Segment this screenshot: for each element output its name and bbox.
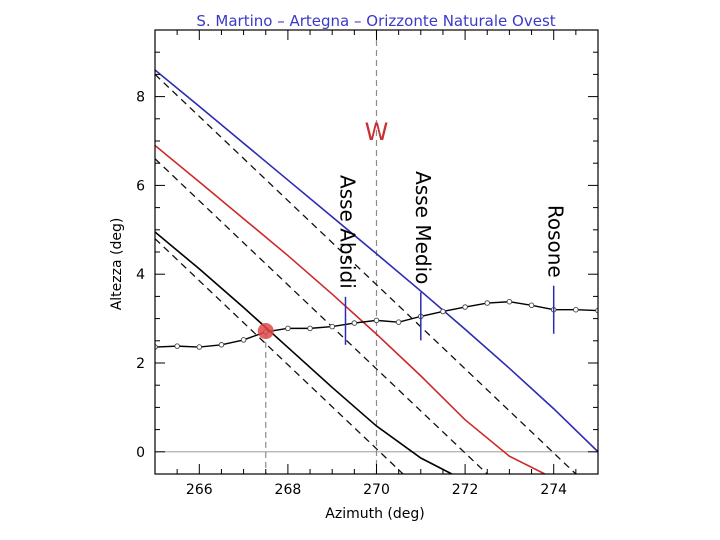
horizon-point [484,300,491,306]
x-tick-label: 274 [540,482,567,498]
horizon-point [174,343,180,349]
horizon-point [196,344,203,350]
y-tick-label: 4 [136,267,145,283]
series-line-dashed-3 [155,73,577,474]
series-line-black-2 [155,231,453,474]
horizon-point [351,320,358,326]
chart-title: S. Martino – Artegna – Orizzonte Natural… [196,12,555,30]
horizon-point [240,337,247,343]
y-tick-label: 8 [136,90,145,106]
x-tick-label: 272 [452,482,479,498]
horizon-point [373,317,380,324]
w-annotation: W [365,118,389,146]
y-axis-label: Altezza (deg) [109,218,125,311]
y-tick-label: 6 [136,178,145,194]
x-tick-label: 266 [186,482,213,498]
horizon-point [573,306,579,313]
horizon-point [506,298,513,305]
series-line-dashed-4 [155,158,488,474]
x-axis-label: Azimuth (deg) [325,506,424,522]
x-tick-label: 268 [275,482,302,498]
marker-label-0: Asse Absidi [335,175,359,289]
horizon-point [395,319,402,325]
intersection-marker [257,323,274,340]
series-line-red-1 [155,144,546,474]
x-tick-label: 270 [363,482,390,498]
horizon-point [285,325,291,332]
horizon-point [462,304,468,310]
series-line-blue-0 [155,69,598,453]
marker-label-2: Rosone [544,205,568,278]
horizon-point [528,302,535,309]
series-line-dashed-5 [155,238,404,474]
horizon-point [218,342,225,348]
y-tick-label: 0 [136,445,145,461]
y-tick-label: 2 [136,356,145,372]
marker-label-1: Asse Medio [411,171,435,284]
horizon-point [329,323,335,330]
plot-inner [155,30,598,474]
horizon-point [440,308,446,315]
horizon-point [307,325,313,332]
